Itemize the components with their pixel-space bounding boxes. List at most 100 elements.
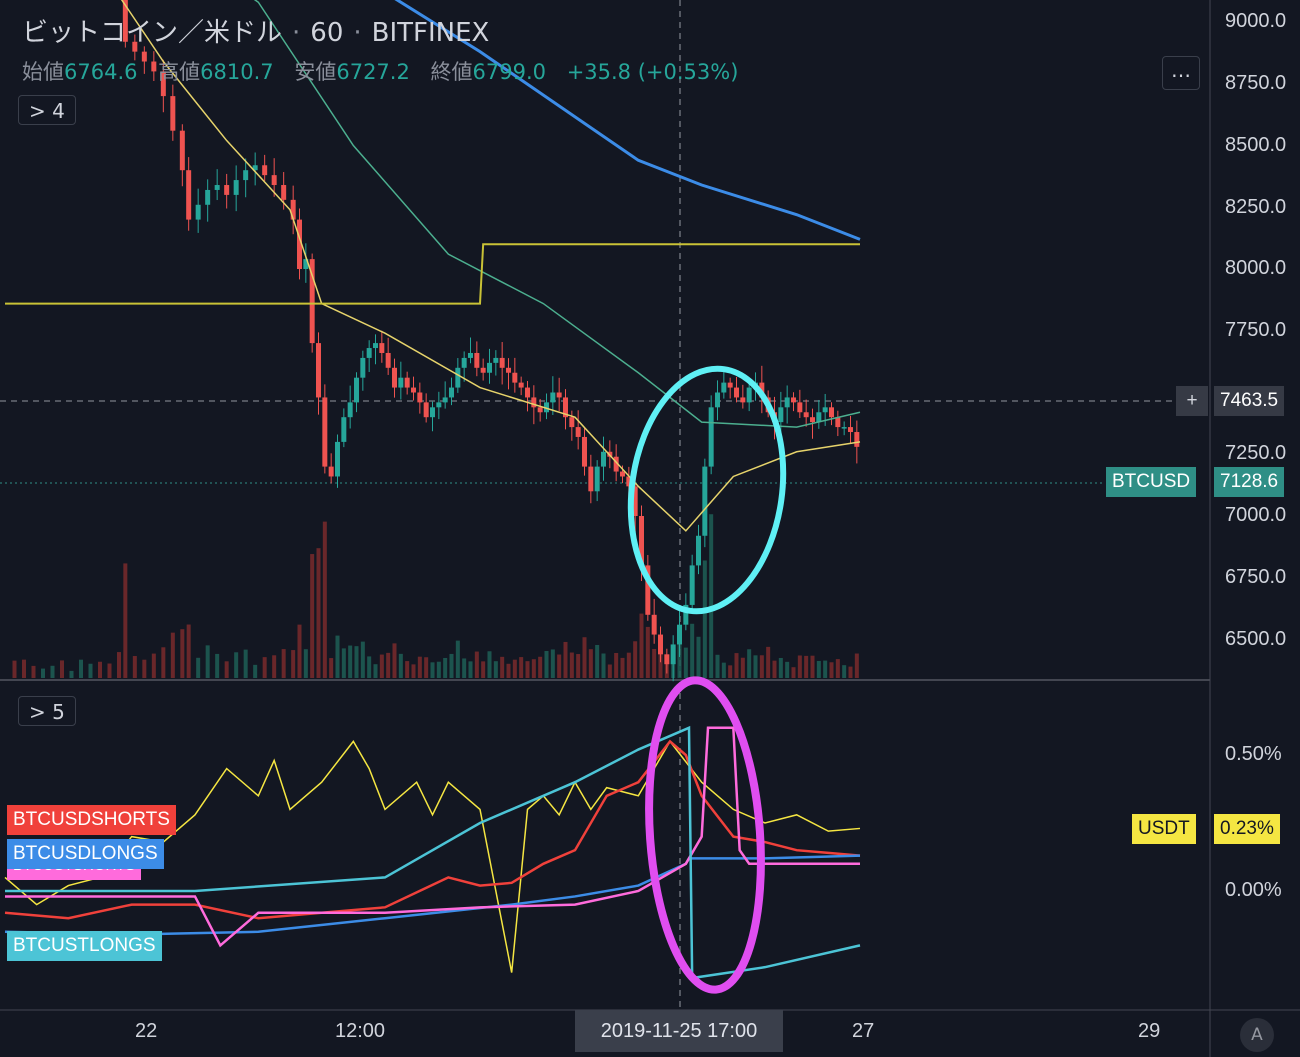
legend-btcusdlongs[interactable]: BTCUSDLONGS	[7, 839, 164, 869]
volume-bar	[778, 657, 783, 678]
add-crosshair-icon[interactable]: +	[1176, 386, 1208, 416]
volume-bar	[151, 653, 156, 678]
candle-body	[151, 61, 157, 72]
low-value: 6727.2	[336, 60, 410, 84]
candle-body	[670, 644, 676, 665]
candle-body	[639, 516, 644, 566]
candle-body	[803, 412, 809, 418]
candle-body	[506, 367, 511, 373]
volume-bar	[481, 661, 486, 678]
volume-bar	[142, 659, 147, 678]
volume-bar	[525, 661, 530, 678]
candle-body	[132, 41, 138, 52]
legend-btcustlongs[interactable]: BTCUSTLONGS	[7, 931, 162, 961]
price-axis-tick: 7000.0	[1225, 504, 1287, 526]
candle-body	[303, 259, 309, 269]
volume-bar	[709, 514, 714, 678]
volume-bar	[367, 656, 372, 678]
candle-body	[179, 130, 185, 171]
usdt-tag-label: USDT	[1132, 814, 1196, 844]
interval-label[interactable]: 60	[310, 18, 344, 48]
candle-body	[224, 185, 230, 195]
volume-bar	[576, 654, 581, 678]
volume-bar	[291, 650, 296, 678]
volume-bar	[341, 648, 346, 678]
volume-bar	[734, 653, 739, 678]
volume-bar	[354, 646, 359, 678]
legend-btcusdshorts[interactable]: BTCUSDSHORTS	[7, 805, 176, 835]
candle-body	[658, 634, 663, 655]
ma-line-2	[394, 0, 861, 241]
candle-body	[518, 382, 524, 388]
candle-body	[122, 0, 128, 42]
candle-body	[746, 387, 752, 403]
volume-bar	[234, 652, 239, 678]
candle-body	[379, 343, 385, 353]
candle-body	[702, 466, 708, 536]
volume-bar	[417, 656, 422, 678]
ma-line-5	[5, 243, 860, 305]
candle-body	[341, 417, 347, 442]
candle-body	[791, 397, 796, 403]
high-label: 高値	[158, 60, 201, 84]
candle-body	[810, 417, 815, 423]
candle-body	[385, 352, 391, 368]
more-menu-button[interactable]: …	[1162, 56, 1200, 90]
volume-bar	[303, 649, 308, 678]
candle-body	[778, 407, 784, 423]
volume-bar	[715, 654, 720, 678]
high-value: 6810.7	[200, 60, 274, 84]
candle-body	[822, 407, 828, 413]
volume-bar	[785, 661, 790, 678]
candle-body	[626, 476, 632, 487]
auto-scale-button[interactable]: A	[1240, 1018, 1274, 1052]
candle-body	[556, 392, 562, 398]
volume-bar	[196, 657, 201, 678]
candle-body	[632, 486, 638, 516]
indicator-line-usdt	[4, 740, 861, 973]
volume-bar	[652, 648, 657, 678]
volume-bar	[373, 664, 378, 678]
pane2-indicators-toggle[interactable]: > 5	[18, 696, 76, 726]
candle-body	[563, 397, 568, 418]
candle-body	[214, 185, 220, 190]
volume-bar	[69, 670, 74, 678]
volume-bar	[335, 635, 340, 678]
candle-body	[354, 377, 359, 403]
volume-bar	[386, 652, 391, 678]
candle-body	[281, 185, 287, 200]
candle-body	[480, 367, 486, 373]
ohlc-row: 始値6764.6 高値6810.7 安値6727.2 終値6799.0 +35.…	[22, 56, 752, 86]
volume-bar	[224, 661, 229, 678]
candle-body	[347, 402, 353, 418]
volume-bar	[117, 652, 121, 678]
candle-body	[366, 348, 372, 358]
candle-body	[721, 382, 727, 393]
open-value: 6764.6	[64, 60, 138, 84]
volume-bar	[205, 645, 210, 678]
volume-bar	[123, 563, 128, 678]
pane1-indicators-toggle[interactable]: > 4	[18, 95, 76, 125]
volume-bar	[759, 655, 764, 678]
candle-body	[398, 377, 404, 388]
candle-body	[544, 402, 549, 413]
volume-bar	[500, 656, 505, 678]
price-axis-tick: 8000.0	[1225, 257, 1287, 279]
candle-body	[620, 471, 625, 477]
candle-body	[186, 170, 192, 220]
volume-bar	[424, 657, 429, 678]
candle-body	[335, 441, 340, 477]
volume-bar	[645, 626, 650, 678]
volume-bar	[702, 560, 707, 678]
volume-bar	[161, 647, 166, 678]
volume-bar	[468, 661, 473, 678]
candle-body	[677, 624, 682, 645]
volume-bar	[582, 637, 587, 678]
candle-body	[734, 387, 739, 398]
candle-body	[262, 165, 268, 176]
volume-bar	[379, 654, 384, 678]
candle-body	[328, 466, 334, 477]
volume-bar	[544, 650, 549, 678]
volume-bar	[791, 667, 796, 678]
